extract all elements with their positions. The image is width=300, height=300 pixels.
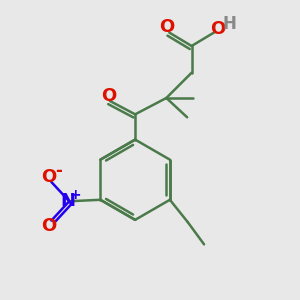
Text: H: H [222, 15, 236, 33]
Text: N: N [60, 192, 75, 210]
Text: O: O [41, 168, 57, 186]
Text: O: O [210, 20, 225, 38]
Text: -: - [55, 162, 62, 180]
Text: O: O [159, 18, 175, 36]
Text: O: O [101, 87, 116, 105]
Text: O: O [41, 217, 57, 235]
Text: +: + [70, 188, 82, 202]
